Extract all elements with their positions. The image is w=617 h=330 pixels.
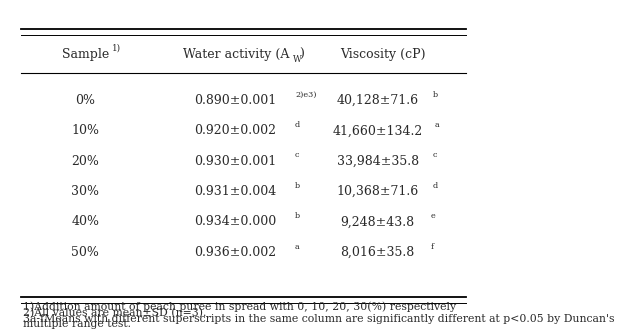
Text: 1): 1) [112,44,122,53]
Text: 10,368±71.6: 10,368±71.6 [337,185,419,198]
Text: 10%: 10% [72,124,99,137]
Text: 0%: 0% [75,94,95,107]
Text: f: f [431,243,433,250]
Text: ): ) [300,48,304,61]
Text: 2)e3): 2)e3) [295,91,317,99]
Text: 40,128±71.6: 40,128±71.6 [337,94,419,107]
Text: 3a-fMeans with different superscripts in the same column are significantly diffe: 3a-fMeans with different superscripts in… [23,314,615,323]
Text: W: W [293,55,302,64]
Text: 8,016±35.8: 8,016±35.8 [341,246,415,259]
Text: 30%: 30% [72,185,99,198]
Text: Water activity (A: Water activity (A [183,48,289,61]
Text: b: b [295,182,300,190]
Text: multiple range test.: multiple range test. [23,319,131,329]
Text: b: b [295,212,300,220]
Text: 0.920±0.002: 0.920±0.002 [194,124,276,137]
Text: 1)Addition amount of peach puree in spread with 0, 10, 20, 30(%) respectively: 1)Addition amount of peach puree in spre… [23,301,456,312]
Text: d: d [433,182,437,190]
Text: 50%: 50% [72,246,99,259]
Text: 0.890±0.001: 0.890±0.001 [194,94,276,107]
Text: c: c [295,151,299,159]
Text: 0.930±0.001: 0.930±0.001 [194,155,276,168]
Text: Sample: Sample [62,48,109,61]
Text: 40%: 40% [72,215,99,228]
Text: 20%: 20% [72,155,99,168]
Text: 33,984±35.8: 33,984±35.8 [337,155,419,168]
Text: Viscosity (cP): Viscosity (cP) [340,48,425,61]
Text: 0.934±0.000: 0.934±0.000 [194,215,276,228]
Text: b: b [433,91,437,99]
Text: 0.931±0.004: 0.931±0.004 [194,185,276,198]
Text: 0.936±0.002: 0.936±0.002 [194,246,276,259]
Text: c: c [433,151,437,159]
Text: a: a [295,243,300,250]
Text: d: d [295,121,300,129]
Text: 2)All values are mean±SD (n=3).: 2)All values are mean±SD (n=3). [23,308,206,318]
Text: e: e [431,212,435,220]
Text: a: a [435,121,439,129]
Text: 41,660±134.2: 41,660±134.2 [333,124,423,137]
Text: 9,248±43.8: 9,248±43.8 [341,215,415,228]
